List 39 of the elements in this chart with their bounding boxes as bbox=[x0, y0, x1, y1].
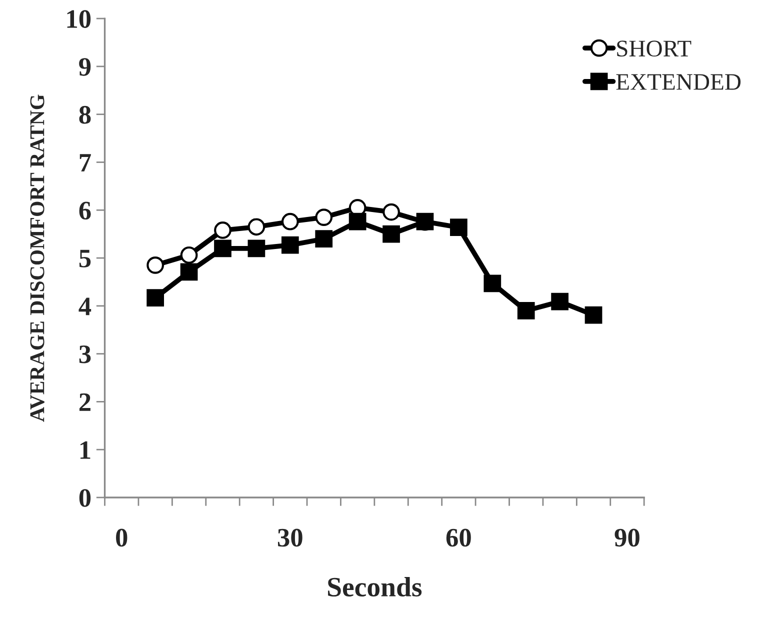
legend-label: EXTENDED bbox=[616, 74, 741, 90]
y-tick-label: 7 bbox=[80, 154, 91, 172]
x-tick-label: 30 bbox=[278, 528, 302, 547]
point bbox=[214, 240, 232, 258]
point bbox=[180, 263, 198, 281]
point bbox=[315, 230, 333, 248]
point bbox=[551, 292, 568, 310]
y-tick-label: 9 bbox=[79, 58, 91, 76]
point bbox=[584, 306, 602, 324]
point bbox=[146, 289, 164, 306]
legend-label: SHORT bbox=[617, 40, 692, 57]
y-tick-label: 5 bbox=[79, 250, 91, 268]
point bbox=[382, 225, 400, 243]
point bbox=[281, 212, 299, 230]
point bbox=[450, 218, 468, 236]
y-tick-label: 8 bbox=[79, 106, 91, 124]
point bbox=[248, 218, 266, 236]
y-tick-label: 6 bbox=[79, 202, 91, 220]
point bbox=[517, 302, 535, 320]
point bbox=[248, 240, 266, 258]
x-tick-label: 60 bbox=[446, 528, 471, 547]
y-axis-title: AVERAGE DISCOMFORT RATNG bbox=[30, 94, 44, 422]
x-axis-title: Seconds bbox=[328, 576, 422, 597]
point bbox=[348, 212, 366, 230]
x-tick-label: 0 bbox=[116, 528, 128, 547]
point bbox=[214, 222, 232, 239]
y-tick-label: 2 bbox=[79, 393, 90, 411]
y-tick-label: 0 bbox=[79, 489, 91, 507]
x-tick-label: 90 bbox=[614, 528, 640, 547]
point bbox=[281, 236, 299, 254]
y-tick-label: 4 bbox=[78, 298, 92, 316]
point bbox=[484, 274, 502, 292]
point bbox=[180, 246, 198, 264]
point bbox=[315, 208, 333, 226]
y-tick-label: 1 bbox=[80, 441, 90, 459]
y-tick-label: 10 bbox=[67, 10, 91, 28]
point bbox=[382, 203, 400, 221]
point bbox=[146, 256, 164, 274]
y-tick-label: 3 bbox=[79, 345, 91, 364]
